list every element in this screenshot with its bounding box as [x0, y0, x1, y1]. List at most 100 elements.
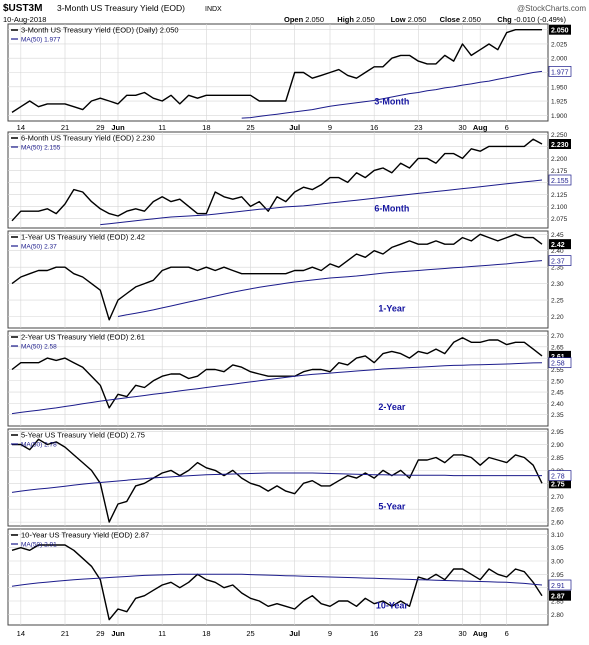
- y-tick-label: 2.45: [551, 390, 564, 397]
- last-ma-label: 2.37: [551, 259, 565, 266]
- ohlc-value: 2.050: [460, 15, 481, 24]
- moving-average-line: [100, 179, 543, 226]
- ohlc-value: 2.050: [303, 15, 324, 24]
- price-line: [11, 544, 543, 621]
- x-tick-label-bottom: 6: [505, 629, 509, 638]
- last-price-badge: [549, 350, 571, 361]
- chart-panel-4: 2.352.402.452.502.552.602.652.702-Year U…: [7, 330, 572, 427]
- ohlc-label: Low: [391, 15, 406, 24]
- y-tick-label: 2.35: [551, 412, 564, 419]
- ohlc-item: Open 2.050: [284, 15, 324, 24]
- panel-center-label: 6-Month: [374, 204, 409, 214]
- moving-average-line: [11, 472, 542, 493]
- y-tick-label: 2.100: [551, 204, 568, 211]
- y-tick-label: 2.35: [551, 265, 564, 272]
- panel-frame: [7, 428, 549, 527]
- y-tick-label: 2.000: [551, 56, 568, 63]
- panel-center-label: 1-Year: [378, 304, 406, 314]
- legend-price-text: 1-Year US Treasury Yield (EOD) 2.42: [21, 233, 145, 242]
- moving-average-line: [241, 70, 543, 119]
- ohlc-value: -0.010 (-0.49%): [512, 15, 567, 24]
- x-tick-label-top: 9: [328, 123, 332, 132]
- y-tick-label: 2.175: [551, 168, 568, 175]
- last-ma-label: 2.91: [551, 583, 565, 590]
- last-ma-badge: [548, 66, 572, 77]
- x-tick-label-bottom: 23: [414, 629, 422, 638]
- price-line: [11, 138, 543, 222]
- price-line: [12, 438, 543, 523]
- y-tick-label: 2.30: [551, 281, 564, 288]
- ohlc-label: High: [337, 15, 354, 24]
- legend-price-text: 10-Year US Treasury Yield (EOD) 2.87: [21, 531, 149, 540]
- last-price-badge: [549, 478, 571, 489]
- last-ma-badge: [548, 255, 572, 266]
- chart-panel-2: 2.0752.1002.1252.1502.1752.2002.2252.250…: [7, 131, 572, 229]
- y-tick-label: 2.40: [551, 248, 564, 255]
- panel-center-label: 3-Month: [374, 97, 409, 107]
- y-tick-label: 2.65: [551, 507, 564, 514]
- last-price-label: 2.42: [551, 242, 565, 249]
- last-price-label: 2.230: [551, 142, 569, 149]
- x-tick-label-top: 23: [414, 123, 422, 132]
- x-tick-label-top: 14: [17, 123, 25, 132]
- x-tick-label-top: 29: [96, 123, 104, 132]
- ohlc-label: Close: [440, 15, 460, 24]
- header-date: 10-Aug-2018: [3, 15, 46, 24]
- x-tick-label-bottom: 30: [458, 629, 466, 638]
- x-tick-label-top: 21: [61, 123, 69, 132]
- panels-container: 1.9001.9251.9501.9752.0002.0252.0503-Mon…: [7, 23, 572, 626]
- panel-center-label: 10-Year: [376, 601, 409, 611]
- y-tick-label: 2.95: [551, 429, 564, 436]
- header-ohlc: Open 2.050 High 2.050 Low 2.050 Close 2.050…: [284, 15, 566, 24]
- y-tick-label: 2.25: [551, 298, 564, 305]
- y-tick-label: 2.85: [551, 455, 564, 462]
- x-tick-label-bottom: 9: [328, 629, 332, 638]
- legend-ma-text: MA(50) 2.78: [21, 442, 57, 449]
- last-price-badge: [549, 239, 571, 250]
- last-ma-label: 1.977: [551, 69, 569, 76]
- legend-ma-text: MA(50) 2.37: [21, 244, 57, 251]
- legend-ma-text: MA(50) 2.155: [21, 145, 61, 152]
- moving-average-line: [117, 260, 543, 317]
- last-ma-badge: [548, 579, 572, 591]
- y-tick-label: 2.250: [551, 132, 568, 139]
- last-price-label: 2.050: [551, 28, 569, 35]
- legend-ma-text: MA(50) 1.977: [21, 37, 61, 44]
- y-tick-label: 2.075: [551, 216, 568, 223]
- ohlc-label: Open: [284, 15, 304, 24]
- last-ma-badge: [548, 470, 572, 481]
- y-tick-label: 2.125: [551, 192, 568, 199]
- ohlc-value: 2.050: [354, 15, 375, 24]
- ohlc-label: Chg: [497, 15, 512, 24]
- panel-frame: [7, 131, 549, 229]
- ohlc-item: High 2.050: [337, 15, 375, 24]
- x-tick-label-bottom: Jun: [111, 629, 125, 638]
- last-ma-label: 2.78: [551, 474, 565, 481]
- moving-average-line: [11, 362, 543, 415]
- legend-price-text: 5-Year US Treasury Yield (EOD) 2.75: [21, 431, 145, 440]
- last-price-label: 2.87: [551, 594, 565, 601]
- legend-price-text: 6-Month US Treasury Yield (EOD) 2.230: [21, 134, 155, 143]
- last-ma-badge: [548, 174, 572, 186]
- y-tick-label: 1.950: [551, 84, 568, 91]
- ohlc-item: Close 2.050: [440, 15, 481, 24]
- chart-panel-5: 2.602.652.702.752.802.852.902.955-Year U…: [7, 428, 572, 527]
- last-price-label: 2.75: [551, 481, 565, 488]
- last-price-badge: [549, 590, 571, 601]
- header-exchange: INDX: [205, 6, 222, 13]
- x-tick-label-bottom: 16: [370, 629, 378, 638]
- panel-frame: [7, 528, 549, 626]
- x-tick-label-top: Jul: [289, 123, 300, 132]
- y-tick-label: 2.20: [551, 314, 564, 321]
- legend-price-text: 3-Month US Treasury Yield (EOD) (Daily) …: [21, 26, 179, 35]
- x-tick-label-bottom: Jul: [289, 629, 300, 638]
- y-tick-label: 2.60: [551, 520, 564, 527]
- last-ma-label: 2.58: [551, 361, 565, 368]
- y-tick-label: 2.45: [551, 232, 564, 239]
- x-tick-label-top: 11: [158, 123, 166, 132]
- x-tick-label-top: Aug: [473, 123, 488, 132]
- panel-center-label: 5-Year: [378, 502, 406, 512]
- y-tick-label: 2.65: [551, 344, 564, 351]
- x-tick-label-bottom: 11: [158, 629, 166, 638]
